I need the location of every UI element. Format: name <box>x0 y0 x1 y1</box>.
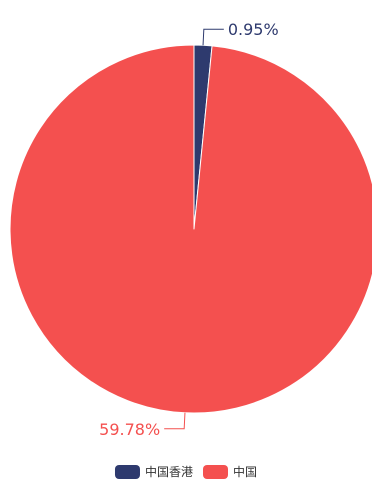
pie-slices <box>9 44 372 414</box>
slice-label-1: 59.78% <box>99 420 160 439</box>
pie-slice-1[interactable] <box>9 44 372 414</box>
legend-label-1[interactable]: 中国 <box>233 464 257 479</box>
legend-swatch-1[interactable] <box>203 465 228 479</box>
legend-swatch-0[interactable] <box>114 465 140 479</box>
slice-label-0: 0.95% <box>228 20 279 39</box>
pie-labels: 0.95% 59.78% <box>99 20 278 439</box>
legend: 中国香港 中国 <box>114 464 257 479</box>
legend-label-0[interactable]: 中国香港 <box>145 464 193 479</box>
label-line-0 <box>202 28 224 46</box>
label-line-1 <box>164 412 186 430</box>
